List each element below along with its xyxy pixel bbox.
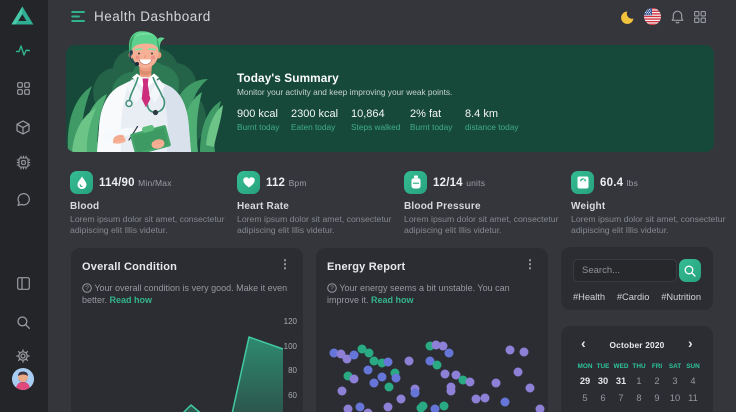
svg-text:?: ?	[330, 285, 334, 292]
svg-text:?: ?	[85, 285, 89, 292]
